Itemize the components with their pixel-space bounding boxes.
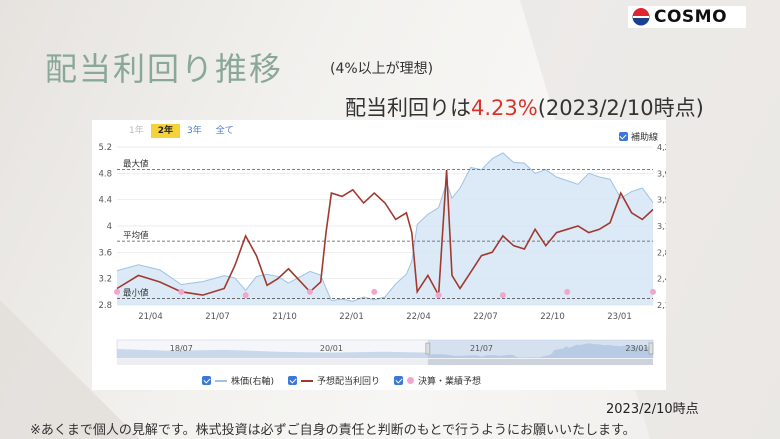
navigator-tick-label: 20/01 [320,344,343,353]
yield-prefix: 配当利回りは [345,96,471,120]
range-navigator[interactable]: 18/07 20/01 21/07 23/01 [116,339,654,365]
checkbox-icon[interactable] [288,376,298,385]
navigator-tick-label: 18/07 [170,344,193,353]
legend-label: 予想配当利回り [317,377,381,387]
legend-swatch [407,377,415,384]
price-area [117,152,653,305]
legend-item[interactable]: 株価(右軸) [202,374,274,387]
earnings-dot [306,288,313,295]
checkbox-icon[interactable] [394,376,404,385]
left-tick-label: 3.2 [98,275,112,285]
earnings-dot [114,288,120,295]
legend-label: 株価(右軸) [231,377,275,387]
legend-item[interactable]: 予想配当利回り [288,374,380,387]
right-tick-label: 2,460 [657,275,666,284]
cosmo-logo-mark-icon [632,8,650,26]
yield-date: (2023/2/10時点) [537,96,704,120]
earnings-dot [242,292,249,299]
right-axis: 4,260 3,900 3,540 3,180 2,820 2,460 2,100 [657,143,666,310]
left-tick-label: 3.6 [98,248,112,258]
navigator-tick-label: 23/01 [625,344,648,353]
tab-all[interactable]: 全て [215,126,234,136]
x-tick-label: 21/04 [138,312,163,322]
x-tick-label: 22/01 [339,312,364,322]
yield-value: 4.23% [471,96,538,120]
right-tick-label: 2,100 [657,301,666,310]
right-tick-label: 4,260 [657,143,666,152]
x-tick-label: 22/10 [540,312,565,322]
legend-label: 決算・業績予想 [418,377,482,387]
price-line [116,152,654,302]
page-subtitle: (4%以上が理想) [330,61,434,77]
earnings-marks [114,288,656,299]
tab-2y[interactable]: 2年 [150,124,180,138]
yield-chart-panel: 1年 2年 3年 全て 補助線 最大値平均値最小値 5.2 4.8 4.4 4 3.6 3… [92,120,666,390]
tab-1y[interactable]: 1年 [129,126,144,136]
earnings-dot [435,292,442,299]
right-tick-label: 2,820 [657,248,666,257]
earnings-dot [178,288,185,295]
aux-lines-label: 補助線 [630,133,658,143]
navigator-handle-right [648,342,654,355]
range-tabs: 1年 2年 3年 全て [122,124,241,138]
x-tick-label: 22/07 [473,312,498,322]
navigator-handle-left [425,342,431,355]
earnings-dot [371,288,378,295]
reference-line-label: 最小値 [123,287,149,298]
navigator-scroll-thumb [427,359,653,365]
left-tick-label: 4 [107,222,112,232]
left-tick-label: 5.2 [98,143,112,153]
navigator-tick-label: 21/07 [470,344,493,353]
tab-3y[interactable]: 3年 [187,126,202,136]
checkbox-icon[interactable] [618,132,628,141]
legend-swatch [301,379,314,382]
earnings-dot [499,292,506,299]
aux-lines-toggle[interactable]: 補助線 [618,130,658,143]
left-axis: 5.2 4.8 4.4 4 3.6 3.2 2.8 [98,143,112,311]
disclaimer: ※あくまで個人の見解です。株式投資は必ずご自身の責任と判断のもとで行うようにお願… [30,423,636,438]
right-tick-label: 3,540 [657,196,666,205]
right-tick-label: 3,900 [657,169,666,178]
earnings-dot [564,288,571,295]
x-tick-label: 23/01 [607,312,632,322]
earnings-dot [650,288,656,295]
as-of-date: 2023/2/10時点 [606,402,699,417]
legend-swatch [215,379,227,382]
reference-line-label: 平均値 [123,230,149,241]
navigator-area [117,343,653,358]
x-axis: 21/04 21/07 21/10 22/01 22/04 22/07 22/10 23/01 [138,312,632,322]
cosmo-logo: COSMO [628,6,746,28]
checkbox-icon[interactable] [202,376,211,385]
right-tick-label: 3,180 [657,222,666,231]
x-tick-label: 21/07 [205,312,230,322]
navigator-scrollbar [117,359,653,365]
x-tick-label: 22/04 [406,312,431,322]
current-yield: 配当利回りは4.23%(2023/2/10時点) [345,92,704,122]
page-title: 配当利回り推移 [45,50,284,88]
navigator-selection [427,340,653,358]
chart-legend: 株価(右軸) 予想配当利回り 決算・業績予想 [202,374,481,387]
left-tick-label: 2.8 [98,301,112,311]
legend-item[interactable]: 決算・業績予想 [394,374,481,387]
x-tick-label: 21/10 [272,312,297,322]
left-tick-label: 4.4 [98,196,112,206]
reference-line-label: 最大値 [123,158,149,169]
yield-line [116,169,654,298]
logo-text: COSMO [654,7,728,27]
left-tick-label: 4.8 [98,169,112,179]
